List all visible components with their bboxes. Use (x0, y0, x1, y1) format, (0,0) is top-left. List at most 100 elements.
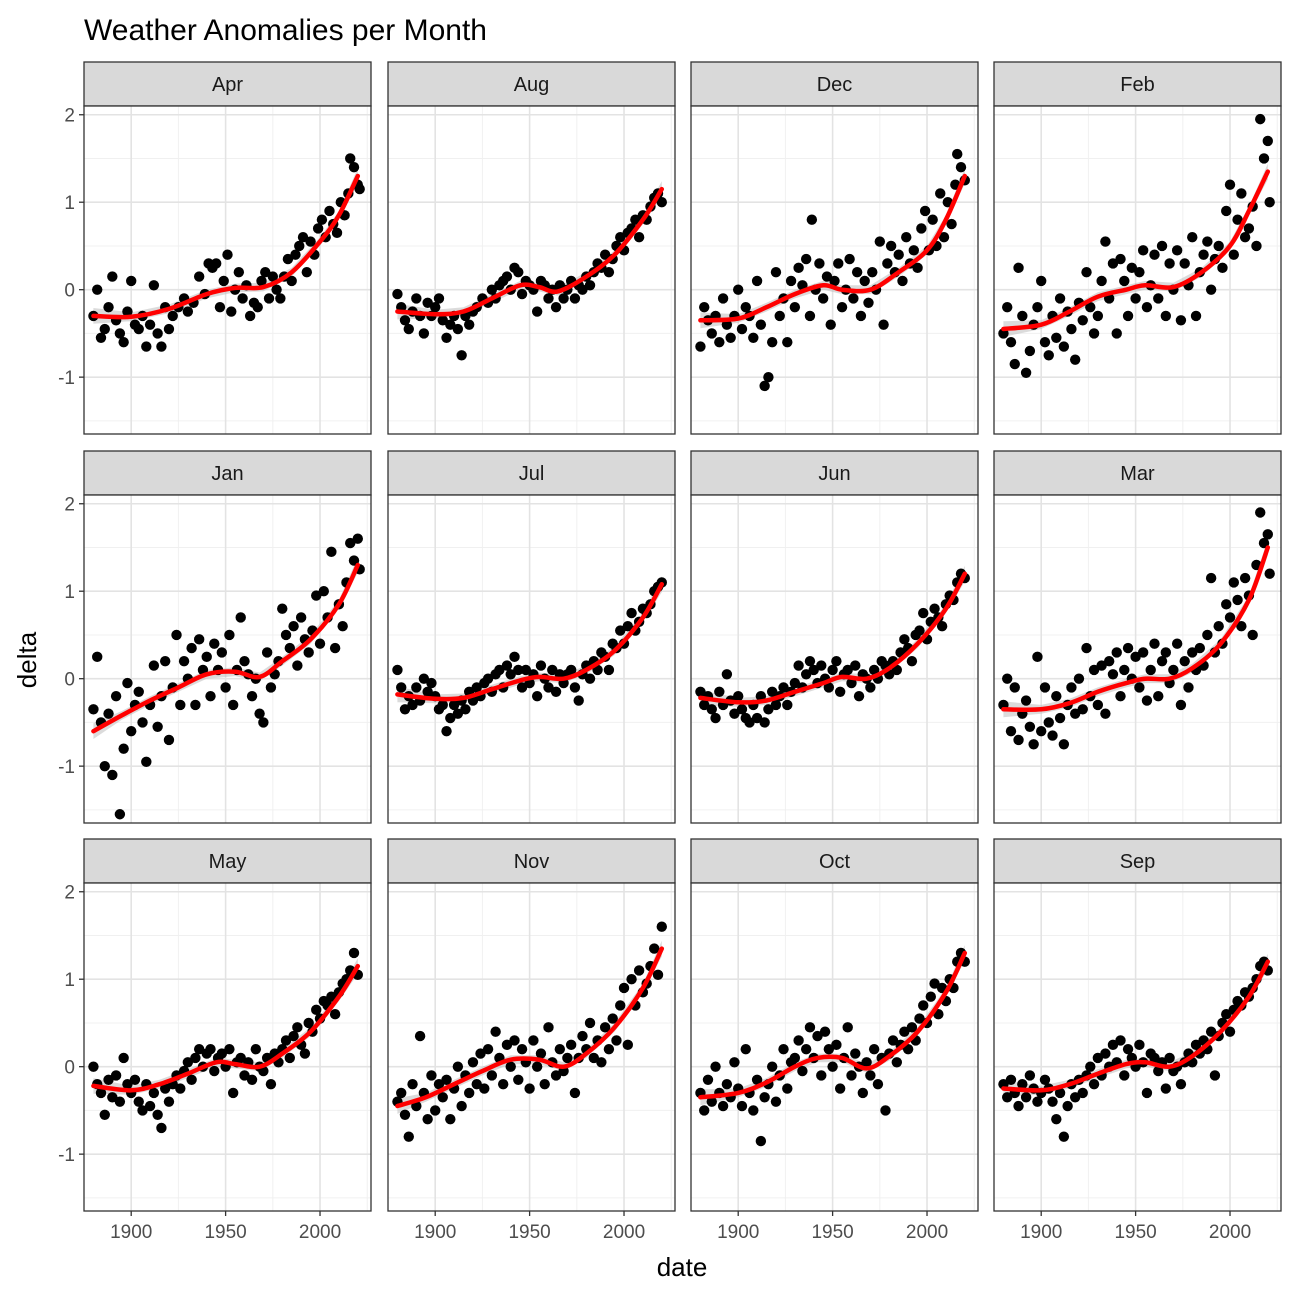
data-point (1066, 323, 1077, 335)
data-point (584, 280, 596, 291)
panel-border (83, 882, 372, 1212)
data-point (216, 1048, 228, 1059)
data-point (314, 638, 326, 649)
data-point (290, 249, 301, 260)
data-point (902, 1043, 914, 1055)
data-point (1224, 1026, 1236, 1037)
data-point (295, 612, 307, 623)
data-point (1039, 682, 1051, 693)
data-point (88, 704, 99, 715)
data-point (834, 1083, 846, 1094)
data-point (239, 655, 250, 667)
data-point (887, 1035, 899, 1046)
data-point (186, 1074, 197, 1086)
data-point (569, 1087, 581, 1099)
data-point (152, 721, 163, 732)
data-point (766, 686, 778, 697)
data-point (725, 332, 736, 343)
data-point (1036, 275, 1047, 287)
data-point (562, 1052, 573, 1064)
data-point (1137, 245, 1149, 256)
data-point (789, 1052, 801, 1064)
data-point (955, 162, 967, 173)
data-point (516, 288, 528, 300)
data-point (452, 323, 464, 335)
data-point (126, 275, 137, 287)
data-point (759, 380, 770, 392)
facet-panel-mar: Mar (993, 450, 1282, 824)
data-point (1107, 258, 1119, 269)
data-point (782, 336, 793, 348)
data-point (437, 315, 448, 326)
data-point (1126, 262, 1138, 274)
data-point (452, 1061, 464, 1072)
data-point (584, 1017, 596, 1029)
data-point (520, 664, 532, 676)
data-point (565, 664, 577, 676)
data-point (1077, 315, 1088, 326)
y-tick-label: 1 (64, 582, 75, 603)
data-point (103, 301, 114, 313)
data-point (1115, 690, 1126, 702)
panel-border (690, 494, 979, 824)
data-point (630, 214, 641, 225)
facet-panel-aug: Aug (387, 61, 676, 435)
data-point (1039, 336, 1051, 348)
data-point (1092, 310, 1104, 322)
plot-background (84, 106, 371, 434)
data-point (797, 1065, 808, 1077)
data-point (851, 266, 863, 278)
y-tick-label: -1 (58, 1145, 75, 1166)
data-point (1020, 695, 1032, 706)
data-point (710, 712, 721, 724)
data-point (107, 1092, 118, 1103)
data-point (763, 371, 774, 383)
data-point (565, 1039, 577, 1051)
data-point (95, 1087, 107, 1099)
data-point (1262, 529, 1273, 540)
data-point (467, 1057, 479, 1068)
data-point (222, 249, 233, 260)
facet-panel-apr: Apr (83, 61, 372, 435)
data-point (1005, 336, 1017, 348)
data-point (1111, 647, 1122, 658)
panel-border (993, 105, 1282, 435)
data-point (1024, 1070, 1036, 1081)
data-point (316, 214, 328, 225)
data-point (445, 319, 456, 330)
data-point (175, 1083, 186, 1094)
data-point (452, 708, 464, 719)
data-point (603, 1043, 615, 1055)
data-point (235, 1052, 246, 1064)
data-point (399, 704, 411, 715)
data-point (1153, 293, 1164, 304)
data-point (345, 537, 356, 549)
facet-strip-label: Jan (211, 463, 243, 485)
data-point (294, 240, 305, 252)
data-point (171, 629, 182, 641)
data-point (1187, 232, 1198, 243)
data-point (1032, 1096, 1043, 1107)
data-point (800, 253, 812, 265)
data-point (277, 603, 288, 614)
data-point (182, 1057, 194, 1068)
data-point (531, 306, 543, 317)
data-point (260, 266, 271, 278)
data-point (152, 1109, 163, 1120)
data-point (842, 664, 853, 676)
data-point (411, 682, 422, 693)
data-point (1205, 1026, 1217, 1037)
data-point (1088, 1078, 1100, 1090)
data-point (286, 275, 297, 287)
data-point (899, 1026, 910, 1037)
data-point (829, 275, 840, 287)
data-point (505, 669, 516, 680)
data-point (182, 306, 194, 317)
data-point (352, 533, 363, 544)
data-point (1005, 1074, 1017, 1086)
data-point (430, 301, 441, 313)
data-point (1077, 704, 1088, 715)
data-point (800, 1043, 812, 1055)
data-point (914, 625, 925, 636)
panel-data (695, 945, 970, 1147)
